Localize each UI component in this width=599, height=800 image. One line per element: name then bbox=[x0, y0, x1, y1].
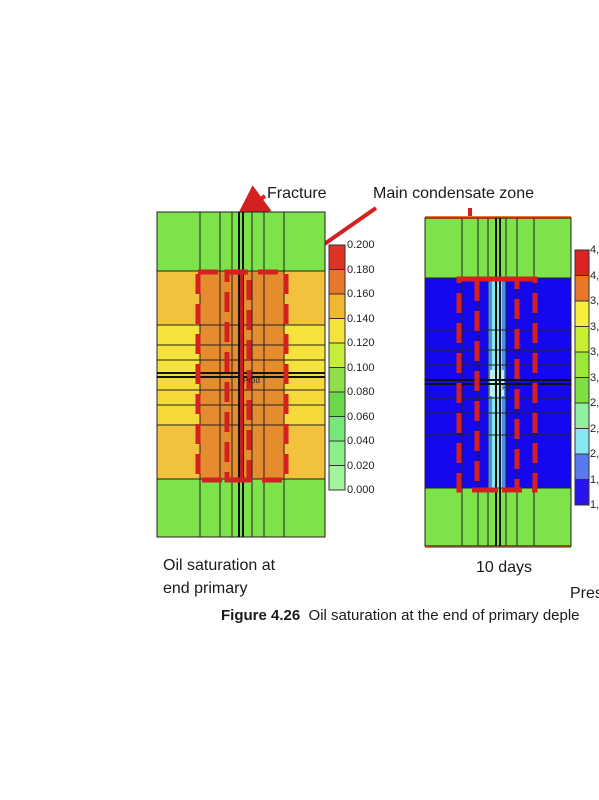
right-legend-tick: 3, bbox=[590, 372, 599, 384]
left-legend-tick: 0.040 bbox=[347, 435, 375, 447]
right-legend-tick: 3, bbox=[590, 346, 599, 358]
cut-off-caption: Pres bbox=[570, 585, 599, 602]
right-legend-tick: 3, bbox=[590, 295, 599, 307]
right-legend-tick: 2, bbox=[590, 397, 599, 409]
left-legend-tick: 0.100 bbox=[347, 362, 375, 374]
left-legend-tick: 0.060 bbox=[347, 411, 375, 423]
left-caption-line2: end primary bbox=[163, 580, 248, 597]
right-legend-tick: 3, bbox=[590, 321, 599, 333]
figure-label: Figure 4.26 bbox=[221, 607, 301, 624]
condensate-zone-annotation: Main condensate zone bbox=[373, 185, 534, 202]
right-legend-tick: 4, bbox=[590, 270, 599, 282]
left-legend-tick: 0.020 bbox=[347, 460, 375, 472]
fracture-annotation: Fracture bbox=[267, 185, 327, 202]
left-legend-tick: 0.080 bbox=[347, 386, 375, 398]
left-legend-tick: 0.000 bbox=[347, 484, 375, 496]
right-panel-caption: 10 days bbox=[476, 559, 533, 576]
left-legend-tick: 0.120 bbox=[347, 337, 375, 349]
left-legend-tick: 0.140 bbox=[347, 313, 375, 325]
fracture-arrow bbox=[236, 185, 272, 218]
right-legend-tick: 2, bbox=[590, 423, 599, 435]
figure-caption-text: Oil saturation at the end of primary dep… bbox=[308, 607, 580, 624]
figure-caption: Figure 4.26 Oil saturation at the end of… bbox=[221, 607, 580, 624]
left-legend-tick: 0.200 bbox=[347, 239, 375, 251]
right-grid-label: Pr bbox=[502, 383, 510, 392]
right-legend-tick: 2, bbox=[590, 448, 599, 460]
right-legend-tick: 1, bbox=[590, 499, 599, 511]
right-legend-tick: 1, bbox=[590, 474, 599, 486]
right-legend-tick: 4, bbox=[590, 244, 599, 256]
left-legend-tick: 0.180 bbox=[347, 264, 375, 276]
left-legend-tick: 0.160 bbox=[347, 288, 375, 300]
left-grid-label: Prod bbox=[243, 376, 260, 385]
left-caption-line1: Oil saturation at bbox=[163, 557, 276, 574]
left-panel-caption: Oil saturation at end primary bbox=[163, 554, 275, 600]
